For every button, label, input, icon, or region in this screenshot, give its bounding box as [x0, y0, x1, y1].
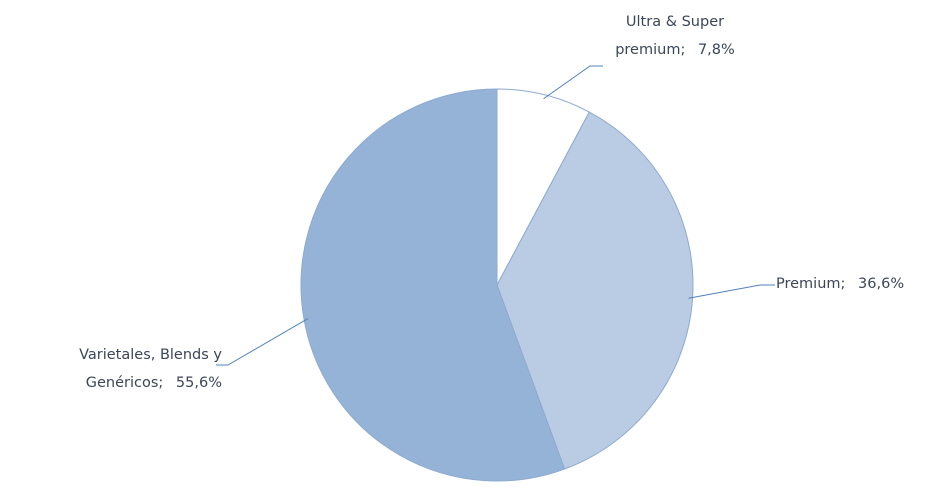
value: 36,6% [858, 276, 905, 292]
pie-slice [300, 88, 566, 482]
category: Ultra & Super premium [615, 14, 725, 58]
pie-slice [496, 111, 694, 470]
data-label-text: Varietales, Blends y Genéricos; 55,6% [0, 341, 222, 397]
leader-line [216, 318, 309, 366]
category: Varietales, Blends y Genéricos [79, 347, 222, 391]
leader-line [543, 65, 603, 100]
data-label: Premium; 36,6% [776, 270, 950, 298]
leader-line [688, 284, 775, 299]
data-label-text: Premium; 36,6% [776, 270, 950, 298]
pie-slice [496, 88, 590, 286]
data-label-text: Ultra & Super premium; 7,8% [600, 8, 750, 64]
sep: ; [680, 42, 686, 58]
sep: ; [158, 375, 164, 391]
sep: ; [840, 276, 846, 292]
value: 55,6% [175, 375, 222, 391]
data-label: Varietales, Blends y Genéricos; 55,6% [0, 341, 222, 397]
value: 7,8% [697, 42, 735, 58]
category: Premium [776, 276, 841, 292]
data-label: Ultra & Super premium; 7,8% [600, 8, 750, 64]
